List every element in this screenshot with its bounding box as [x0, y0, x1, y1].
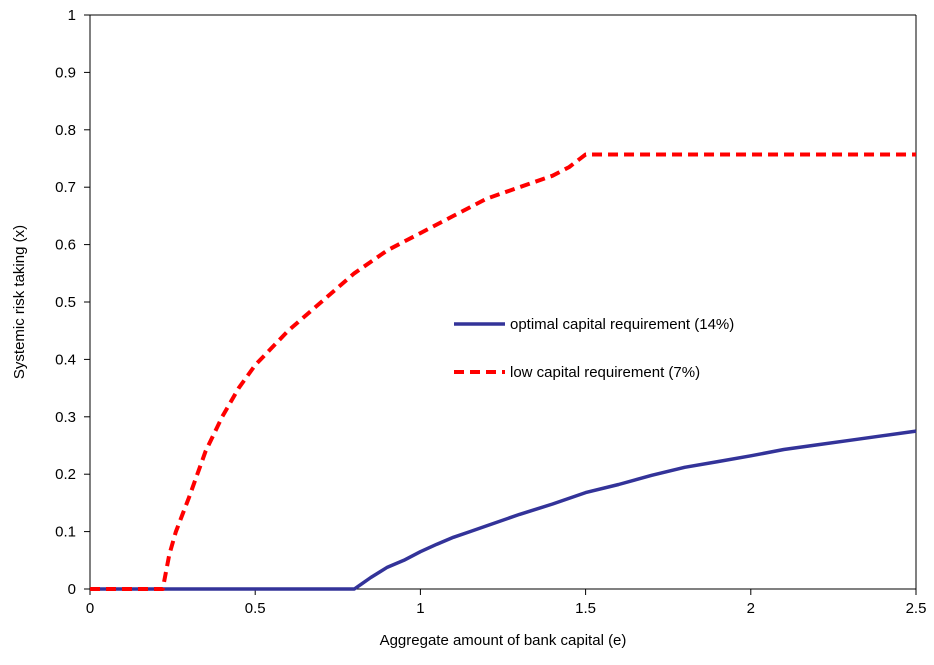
x-tick-label: 1	[416, 600, 424, 617]
x-tick-label: 0	[86, 600, 94, 617]
y-tick-label: 0	[68, 581, 76, 598]
plot-area	[89, 14, 917, 590]
y-axis-label: Systemic risk taking (x)	[11, 225, 28, 379]
y-tick-label: 1	[68, 7, 76, 24]
y-tick-label: 0.3	[55, 409, 76, 426]
y-ticks: 0 0.1 0.2 0.3 0.4 0.5 0.6 0.7 0.8 0.9 1	[55, 7, 90, 598]
x-tick-label: 0.5	[245, 600, 266, 617]
y-tick-label: 0.4	[55, 351, 76, 368]
x-tick-label: 2.5	[906, 600, 927, 617]
y-tick-label: 0.6	[55, 237, 76, 254]
series-line-optimal	[90, 429, 917, 591]
legend: optimal capital requirement (14%) low ca…	[454, 316, 734, 381]
legend-label-optimal: optimal capital requirement (14%)	[510, 316, 734, 333]
x-ticks: 0 0.5 1 1.5 2 2.5	[86, 589, 927, 617]
y-tick-label: 0.8	[55, 122, 76, 139]
y-tick-label: 0.2	[55, 466, 76, 483]
series-group	[90, 152, 917, 591]
x-tick-label: 2	[747, 600, 755, 617]
y-tick-label: 0.9	[55, 64, 76, 81]
y-tick-label: 0.5	[55, 294, 76, 311]
legend-label-low: low capital requirement (7%)	[510, 364, 700, 381]
x-tick-label: 1.5	[575, 600, 596, 617]
series-line-low	[90, 152, 916, 591]
y-tick-label: 0.7	[55, 179, 76, 196]
x-axis-label: Aggregate amount of bank capital (e)	[380, 632, 627, 649]
y-tick-label: 0.1	[55, 524, 76, 541]
